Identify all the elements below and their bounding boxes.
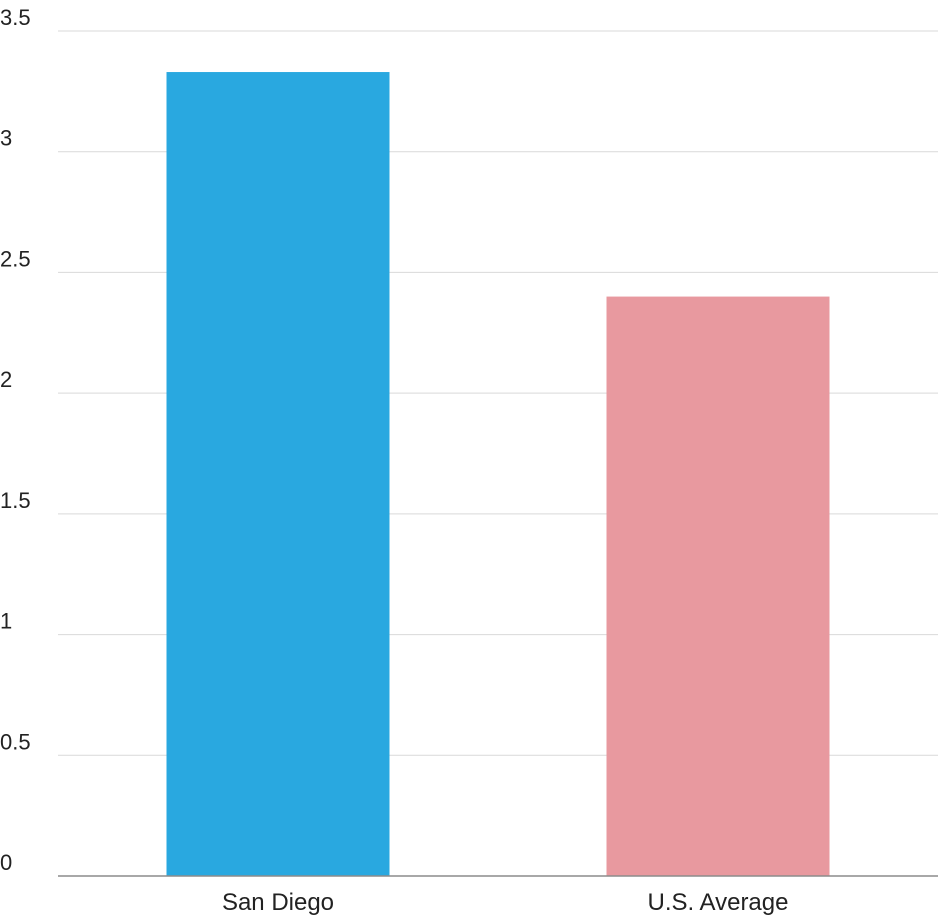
bars bbox=[166, 72, 830, 877]
y-tick-label: 3 bbox=[0, 126, 12, 151]
y-tick-label: 1 bbox=[0, 609, 12, 634]
y-tick-label: 0.5 bbox=[0, 729, 31, 754]
bar-san-diego bbox=[166, 72, 390, 877]
y-tick-label: 1.5 bbox=[0, 488, 31, 513]
bar-u-s-average bbox=[606, 296, 830, 877]
y-tick-label: 2.5 bbox=[0, 246, 31, 271]
x-category-label: U.S. Average bbox=[648, 889, 789, 916]
y-tick-label: 3.5 bbox=[0, 5, 31, 30]
x-axis-category-labels: San Diego U.S. Average bbox=[222, 889, 789, 916]
y-tick-label: 0 bbox=[0, 850, 12, 875]
y-tick-label: 2 bbox=[0, 367, 12, 392]
y-axis-tick-labels: 0 0.5 1 1.5 2 2.5 3 3.5 bbox=[0, 5, 31, 875]
x-category-label: San Diego bbox=[222, 889, 334, 916]
